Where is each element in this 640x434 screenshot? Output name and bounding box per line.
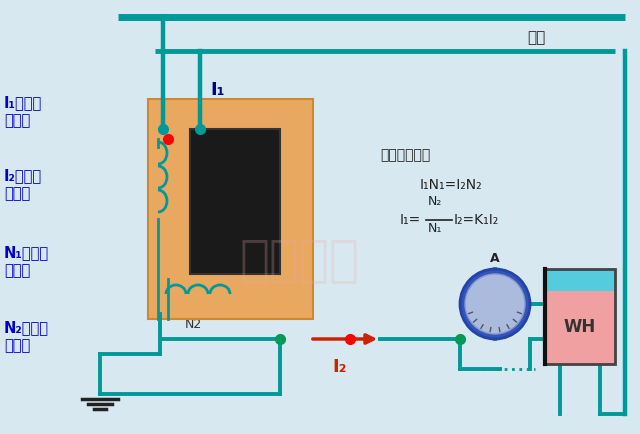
Text: I₂为二次
测电流: I₂为二次 测电流 — [4, 168, 42, 201]
Text: A: A — [490, 251, 500, 264]
Text: 负载: 负载 — [527, 30, 545, 46]
Text: N1: N1 — [151, 130, 168, 143]
Text: I₁N₁=I₂N₂: I₁N₁=I₂N₂ — [420, 178, 483, 191]
Text: I₂=K₁I₂: I₂=K₁I₂ — [454, 213, 499, 227]
Text: N2: N2 — [185, 318, 202, 331]
Bar — [190, 130, 280, 274]
Text: I₁: I₁ — [210, 81, 225, 99]
Text: N₂: N₂ — [428, 194, 442, 207]
Text: 变流比公式：: 变流比公式： — [380, 148, 430, 161]
Text: N₁: N₁ — [428, 221, 442, 234]
Circle shape — [460, 270, 530, 339]
Bar — [545, 270, 615, 291]
Bar — [148, 100, 313, 319]
Text: N₁为一次
测电流: N₁为一次 测电流 — [4, 244, 49, 278]
Text: I₁为一次
测电流: I₁为一次 测电流 — [4, 95, 42, 128]
Text: N₂为一次
测电流: N₂为一次 测电流 — [4, 319, 49, 353]
Bar — [545, 291, 615, 364]
Circle shape — [465, 274, 525, 334]
Text: WH: WH — [564, 318, 596, 336]
Text: 东方仿真: 东方仿真 — [240, 236, 360, 283]
Text: I₁=: I₁= — [400, 213, 421, 227]
Text: I₂: I₂ — [333, 357, 348, 375]
Bar — [545, 270, 615, 364]
